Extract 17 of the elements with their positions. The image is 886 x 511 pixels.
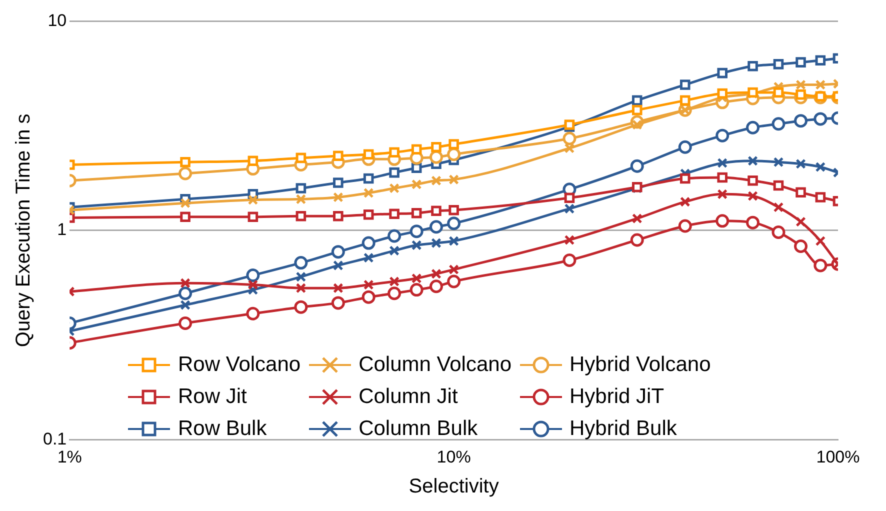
- legend-label: Column Volcano: [358, 353, 512, 377]
- legend-label: Hybrid Bulk: [570, 417, 677, 441]
- legend-label: Hybrid Volcano: [570, 353, 711, 377]
- legend-label: Hybrid JiT: [570, 385, 664, 409]
- x-tick-label: 1%: [57, 447, 82, 466]
- x-tick-label: 100%: [816, 447, 860, 466]
- legend-label: Row Volcano: [178, 353, 301, 377]
- y-tick-label: 1: [57, 220, 67, 240]
- legend-label: Row Jit: [178, 385, 247, 409]
- legend-label: Row Bulk: [178, 417, 267, 441]
- y-axis-title: Query Execution Time in s: [12, 114, 35, 348]
- x-tick-label: 10%: [436, 447, 471, 466]
- y-tick-label: 10: [48, 10, 67, 30]
- legend-label: Column Bulk: [358, 417, 478, 441]
- y-tick-label: 0.1: [42, 429, 67, 448]
- x-axis-title: Selectivity: [408, 476, 499, 498]
- legend-label: Column Jit: [358, 385, 458, 409]
